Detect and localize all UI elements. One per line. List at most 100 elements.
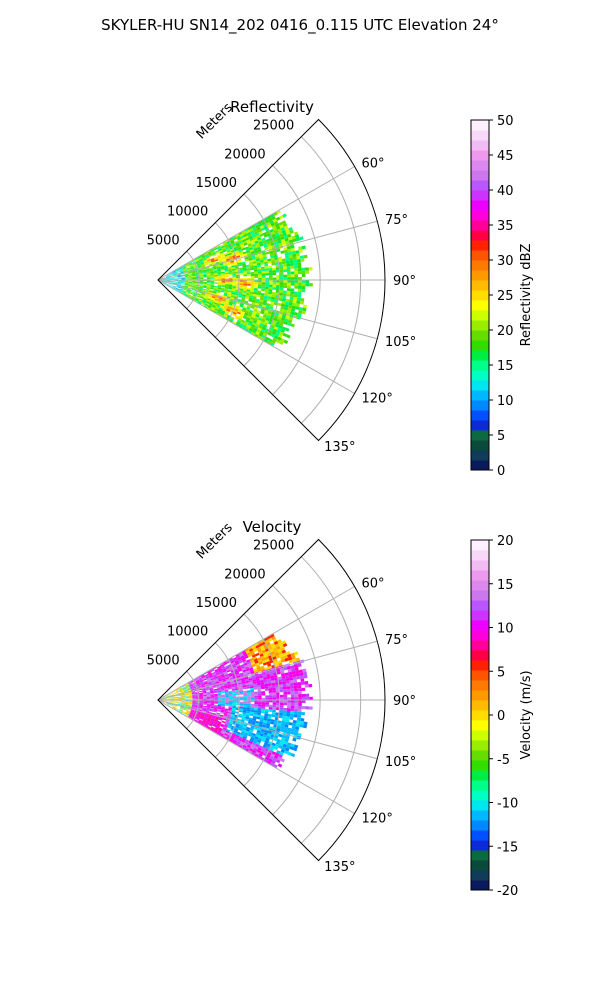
echo-cell (287, 322, 292, 327)
echo-cell (250, 305, 255, 309)
echo-cell (177, 281, 182, 283)
echo-cell (249, 713, 254, 717)
echo-cell (192, 704, 196, 706)
echo-cell (246, 291, 251, 294)
echo-cell (279, 705, 284, 708)
echo-cell (275, 234, 281, 239)
echo-cell (276, 738, 281, 743)
echo-cell (201, 256, 206, 260)
echo-cell (212, 674, 217, 677)
echo-cell (205, 711, 210, 714)
echo-cell (177, 699, 182, 700)
echo-cell (270, 642, 276, 647)
echo-cell (253, 228, 258, 233)
echo-cell (240, 245, 246, 249)
echo-cell (258, 241, 263, 245)
echo-cell (201, 684, 205, 687)
echo-cell (210, 679, 215, 682)
echo-cell (257, 269, 262, 272)
echo-cell (207, 726, 212, 729)
echo-cell (264, 713, 269, 717)
echo-cell (263, 295, 268, 299)
echo-cell (253, 269, 258, 272)
echo-cell (177, 283, 182, 285)
echo-cell (250, 691, 255, 695)
echo-cell (267, 683, 272, 687)
echo-cell (254, 222, 259, 227)
echo-cell (174, 701, 178, 703)
echo-cell (225, 282, 229, 285)
echo-cell (225, 310, 230, 314)
echo-cell (258, 333, 263, 338)
echo-cell (253, 318, 258, 322)
echo-cell (192, 703, 196, 705)
echo-cell (182, 711, 187, 714)
echo-cell (231, 707, 236, 710)
echo-cell (233, 658, 238, 662)
echo-cell (221, 271, 225, 274)
echo-cell (243, 694, 248, 697)
echo-cell (221, 274, 226, 277)
echo-cell (184, 702, 189, 704)
echo-cell (224, 733, 229, 737)
echo-cell (235, 734, 240, 738)
echo-cell (258, 697, 262, 700)
echo-cell (189, 712, 194, 715)
echo-cell (228, 284, 233, 287)
echo-cell (204, 252, 208, 256)
echo-cell (212, 291, 217, 294)
echo-cell (186, 711, 191, 714)
echo-cell (227, 266, 232, 269)
echo-cell (203, 700, 208, 703)
echo-cell (218, 677, 222, 681)
echo-cell (279, 751, 284, 756)
echo-cell (181, 698, 186, 700)
echo-cell (252, 681, 257, 684)
echo-cell (224, 245, 229, 249)
echo-cell (239, 271, 244, 274)
echo-cell (237, 739, 242, 744)
echo-cell (275, 216, 281, 221)
echo-cell (205, 710, 210, 713)
echo-cell (262, 252, 267, 256)
echo-cell (203, 283, 207, 286)
polar-grid (157, 118, 386, 442)
echo-cell (209, 720, 214, 724)
echo-cell (245, 293, 250, 296)
echo-cell (201, 292, 206, 295)
echo-cell (300, 258, 305, 262)
echo-cell (174, 702, 178, 703)
echo-cell (247, 313, 252, 317)
echo-cell (211, 262, 216, 265)
echo-cell (250, 689, 255, 693)
echo-cell (230, 295, 235, 298)
colorbar-swatch (471, 370, 489, 381)
echo-cell (184, 283, 189, 285)
echo-cell (274, 743, 280, 748)
echo-cell (287, 274, 291, 278)
echo-cell (218, 680, 223, 683)
colorbar-swatch (471, 620, 489, 631)
echo-cell (242, 231, 247, 236)
echo-cell (234, 316, 239, 320)
echo-cell (274, 315, 279, 319)
echo-cell (183, 708, 188, 711)
echo-cell (179, 268, 184, 271)
echo-cell (279, 340, 284, 345)
echo-cell (248, 311, 253, 315)
echo-cell (251, 322, 257, 326)
echo-cell (202, 708, 207, 711)
echo-cell (212, 303, 217, 306)
echo-cell (259, 733, 264, 737)
echo-cell (170, 276, 174, 278)
echo-cell (286, 266, 291, 270)
echo-cell (294, 708, 298, 712)
echo-cell (289, 299, 294, 303)
echo-cell (257, 659, 263, 663)
echo-cell (204, 682, 209, 685)
echo-cell (173, 692, 177, 695)
echo-cell (195, 716, 200, 720)
echo-cell (172, 286, 176, 289)
echo-cell (293, 259, 298, 263)
echo-cell (209, 267, 214, 270)
